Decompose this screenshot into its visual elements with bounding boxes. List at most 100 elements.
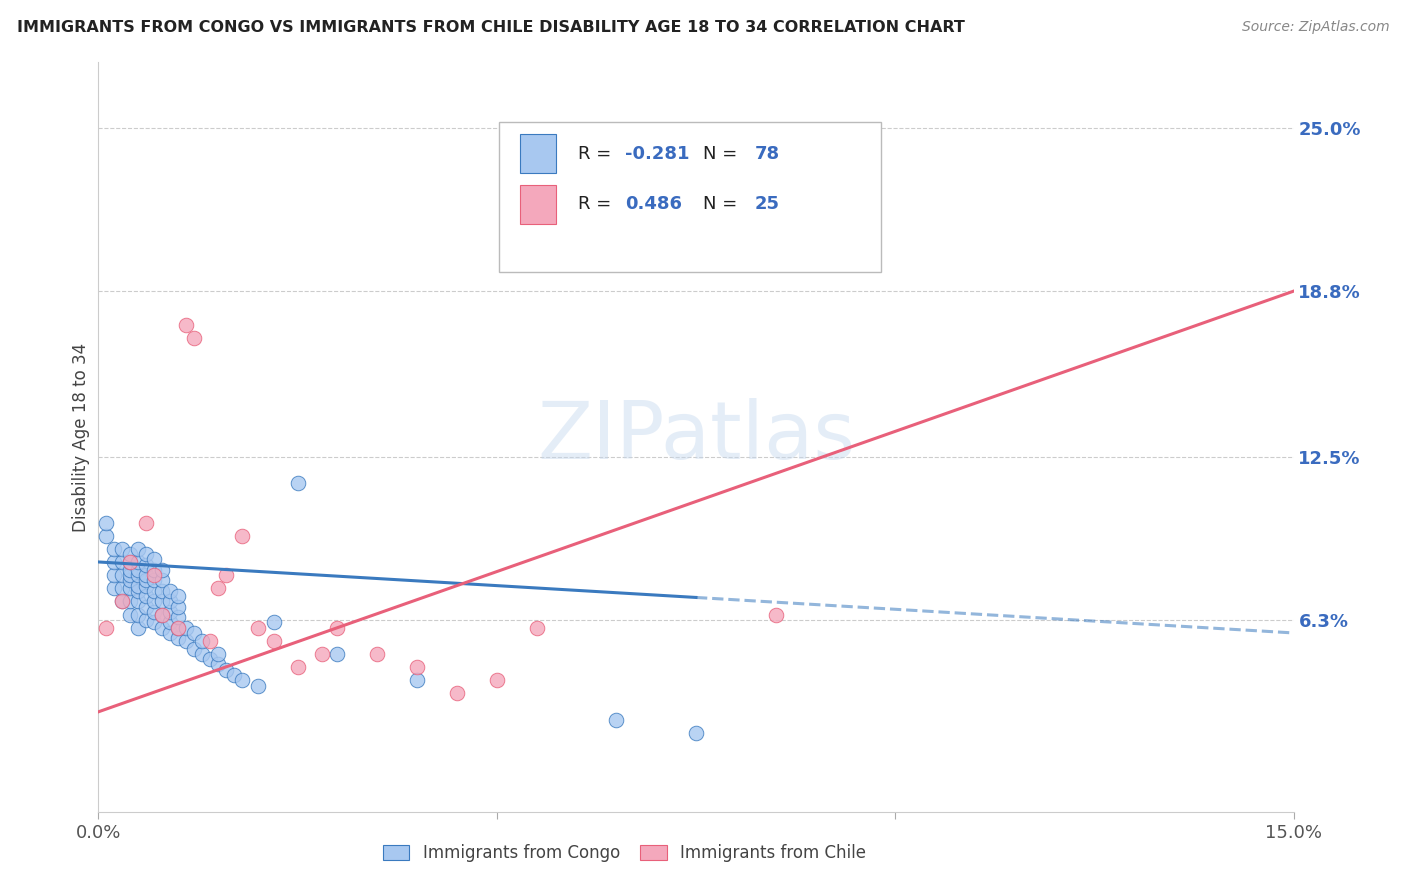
Point bbox=[167, 621, 190, 635]
Point bbox=[111, 568, 134, 582]
Point bbox=[167, 589, 190, 603]
Point bbox=[143, 615, 166, 630]
Legend: Immigrants from Congo, Immigrants from Chile: Immigrants from Congo, Immigrants from C… bbox=[374, 836, 875, 871]
Text: N =: N = bbox=[703, 145, 744, 163]
Text: 25: 25 bbox=[755, 195, 779, 213]
Point bbox=[143, 568, 166, 582]
Point bbox=[143, 605, 166, 619]
Point bbox=[366, 647, 388, 661]
Text: R =: R = bbox=[578, 145, 617, 163]
FancyBboxPatch shape bbox=[520, 185, 557, 224]
Point bbox=[150, 594, 173, 608]
Point bbox=[215, 663, 238, 677]
Point bbox=[96, 529, 118, 543]
Point bbox=[135, 558, 157, 572]
Point bbox=[120, 594, 142, 608]
Point bbox=[120, 568, 142, 582]
Point bbox=[135, 613, 157, 627]
Point bbox=[127, 594, 149, 608]
Point bbox=[446, 686, 468, 700]
Point bbox=[127, 607, 149, 622]
Text: 0.486: 0.486 bbox=[626, 195, 682, 213]
Point bbox=[127, 621, 149, 635]
Point bbox=[135, 516, 157, 530]
Point bbox=[120, 574, 142, 588]
Point bbox=[120, 563, 142, 577]
Point bbox=[143, 594, 166, 608]
Point bbox=[191, 647, 214, 661]
Point bbox=[167, 599, 190, 614]
Point bbox=[198, 633, 221, 648]
Point bbox=[183, 641, 205, 656]
Point bbox=[159, 594, 181, 608]
Point bbox=[111, 555, 134, 569]
Point bbox=[135, 589, 157, 603]
Point bbox=[191, 633, 214, 648]
Point bbox=[127, 583, 149, 598]
Point bbox=[222, 668, 245, 682]
Point bbox=[103, 581, 125, 595]
Point bbox=[120, 555, 142, 569]
Point bbox=[167, 621, 190, 635]
Point bbox=[215, 568, 238, 582]
Point bbox=[183, 626, 205, 640]
Point bbox=[143, 574, 166, 588]
Point bbox=[120, 607, 142, 622]
Text: 78: 78 bbox=[755, 145, 780, 163]
Point bbox=[120, 555, 142, 569]
Point bbox=[326, 621, 349, 635]
Point bbox=[167, 631, 190, 645]
FancyBboxPatch shape bbox=[499, 122, 882, 272]
Point bbox=[159, 583, 181, 598]
Point bbox=[143, 563, 166, 577]
Point bbox=[143, 583, 166, 598]
Point bbox=[174, 621, 197, 635]
Text: R =: R = bbox=[578, 195, 617, 213]
Point bbox=[198, 652, 221, 666]
Point bbox=[103, 555, 125, 569]
Point bbox=[605, 713, 627, 727]
Point bbox=[96, 516, 118, 530]
Point bbox=[135, 568, 157, 582]
Text: -0.281: -0.281 bbox=[626, 145, 690, 163]
Point bbox=[326, 647, 349, 661]
Point bbox=[127, 541, 149, 556]
Point bbox=[765, 607, 787, 622]
Point bbox=[159, 615, 181, 630]
Point bbox=[263, 615, 285, 630]
Point bbox=[120, 547, 142, 561]
Point bbox=[111, 594, 134, 608]
Point bbox=[127, 563, 149, 577]
Point bbox=[207, 581, 229, 595]
Point bbox=[159, 626, 181, 640]
Point bbox=[231, 529, 253, 543]
Point bbox=[150, 607, 173, 622]
Point bbox=[103, 568, 125, 582]
Point bbox=[135, 579, 157, 593]
Point bbox=[311, 647, 333, 661]
Text: IMMIGRANTS FROM CONGO VS IMMIGRANTS FROM CHILE DISABILITY AGE 18 TO 34 CORRELATI: IMMIGRANTS FROM CONGO VS IMMIGRANTS FROM… bbox=[17, 20, 965, 35]
Point bbox=[96, 621, 118, 635]
Point bbox=[150, 583, 173, 598]
Point bbox=[127, 555, 149, 569]
Point bbox=[207, 657, 229, 672]
Point bbox=[174, 318, 197, 333]
Point bbox=[263, 633, 285, 648]
Point bbox=[406, 660, 429, 674]
Point bbox=[174, 633, 197, 648]
Point bbox=[111, 581, 134, 595]
Point bbox=[150, 563, 173, 577]
Point bbox=[526, 621, 548, 635]
Point bbox=[103, 541, 125, 556]
Text: ZIPatlas: ZIPatlas bbox=[537, 398, 855, 476]
Point bbox=[804, 200, 827, 214]
Point bbox=[127, 568, 149, 582]
Point bbox=[406, 673, 429, 688]
Point bbox=[287, 476, 309, 491]
Point bbox=[287, 660, 309, 674]
Point bbox=[120, 581, 142, 595]
FancyBboxPatch shape bbox=[520, 135, 557, 173]
Point bbox=[231, 673, 253, 688]
Point bbox=[167, 610, 190, 624]
Point bbox=[135, 547, 157, 561]
